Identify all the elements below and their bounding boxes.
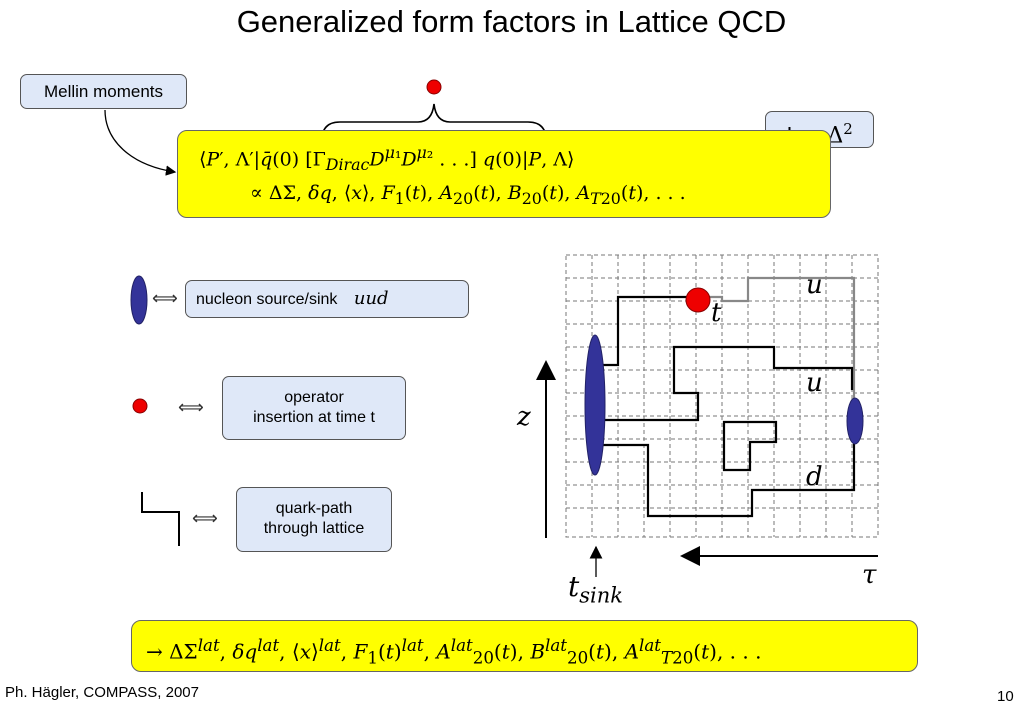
quark-path-d: [596, 436, 856, 518]
operator-brace: [321, 103, 547, 141]
label-d: d: [806, 462, 823, 492]
mellin-connector-arrow: [104, 109, 177, 176]
page-number: 10: [997, 688, 1014, 705]
label-u-mid: u: [806, 368, 823, 398]
legend-operator-line1: operator: [284, 389, 344, 406]
label-tau-axis: τ: [862, 560, 877, 590]
equiv-arrow-2: ⟺: [178, 397, 204, 418]
lattice-result-box: → ΔΣlat, δqlat, ⟨x⟩lat, F1(t)lat, Alat20…: [131, 620, 918, 672]
legend-operator: operator insertion at time t: [222, 376, 406, 440]
label-t-sink: tsink: [568, 570, 624, 608]
nucleon-source-ellipse: [846, 397, 864, 445]
quark-path-u-mid: [596, 345, 854, 422]
quark-path-u-top-gray: [698, 276, 856, 414]
mellin-moments-label: Mellin moments: [20, 74, 187, 109]
legend-quark-path-line1: quark-path: [275, 500, 353, 517]
footer-credit: Ph. Hägler, COMPASS, 2007: [5, 684, 199, 701]
lattice-diagram: [536, 254, 879, 577]
nucleon-source-icon: [130, 275, 148, 325]
lattice-grid: [565, 254, 879, 538]
proportional-formula: ∝ ΔΣ, δq, ⟨x⟩, F1(t), A20(t), B20(t), AT…: [250, 182, 686, 208]
label-t: t: [711, 298, 722, 328]
equiv-arrow-3: ⟺: [192, 508, 218, 529]
legend-operator-line2: insertion at time t: [253, 409, 375, 426]
matrix-element-box: ⟨P′, Λ′|q̄(0) [ΓDiracDμ₁Dμ₂ . . .] q(0)|…: [177, 130, 831, 218]
nucleon-sink-ellipse: [584, 334, 606, 476]
operator-dot-top: [426, 79, 442, 95]
equiv-arrow-1: ⟺: [152, 288, 178, 309]
label-z-axis: z: [517, 402, 531, 432]
operator-dot-icon: [132, 398, 148, 414]
operator-insertion-dot: [685, 287, 711, 313]
quark-path-icon: [141, 492, 180, 546]
legend-source-sink-label: nucleon source/sink: [196, 291, 338, 308]
quark-path-loop: [722, 420, 778, 472]
legend-symbols: [130, 275, 180, 546]
legend-source-sink: nucleon source/sink uud: [185, 280, 469, 318]
quark-path-u-top-black: [596, 295, 698, 367]
slide-title: Generalized form factors in Lattice QCD: [236, 4, 787, 39]
legend-source-sink-math: uud: [353, 288, 389, 309]
legend-quark-path-line2: through lattice: [263, 520, 365, 537]
legend-quark-path: quark-path through lattice: [236, 487, 392, 552]
matrix-element-formula: ⟨P′, Λ′|q̄(0) [ΓDiracDμ₁Dμ₂ . . .] q(0)|…: [199, 143, 575, 175]
label-u-top: u: [806, 270, 823, 300]
